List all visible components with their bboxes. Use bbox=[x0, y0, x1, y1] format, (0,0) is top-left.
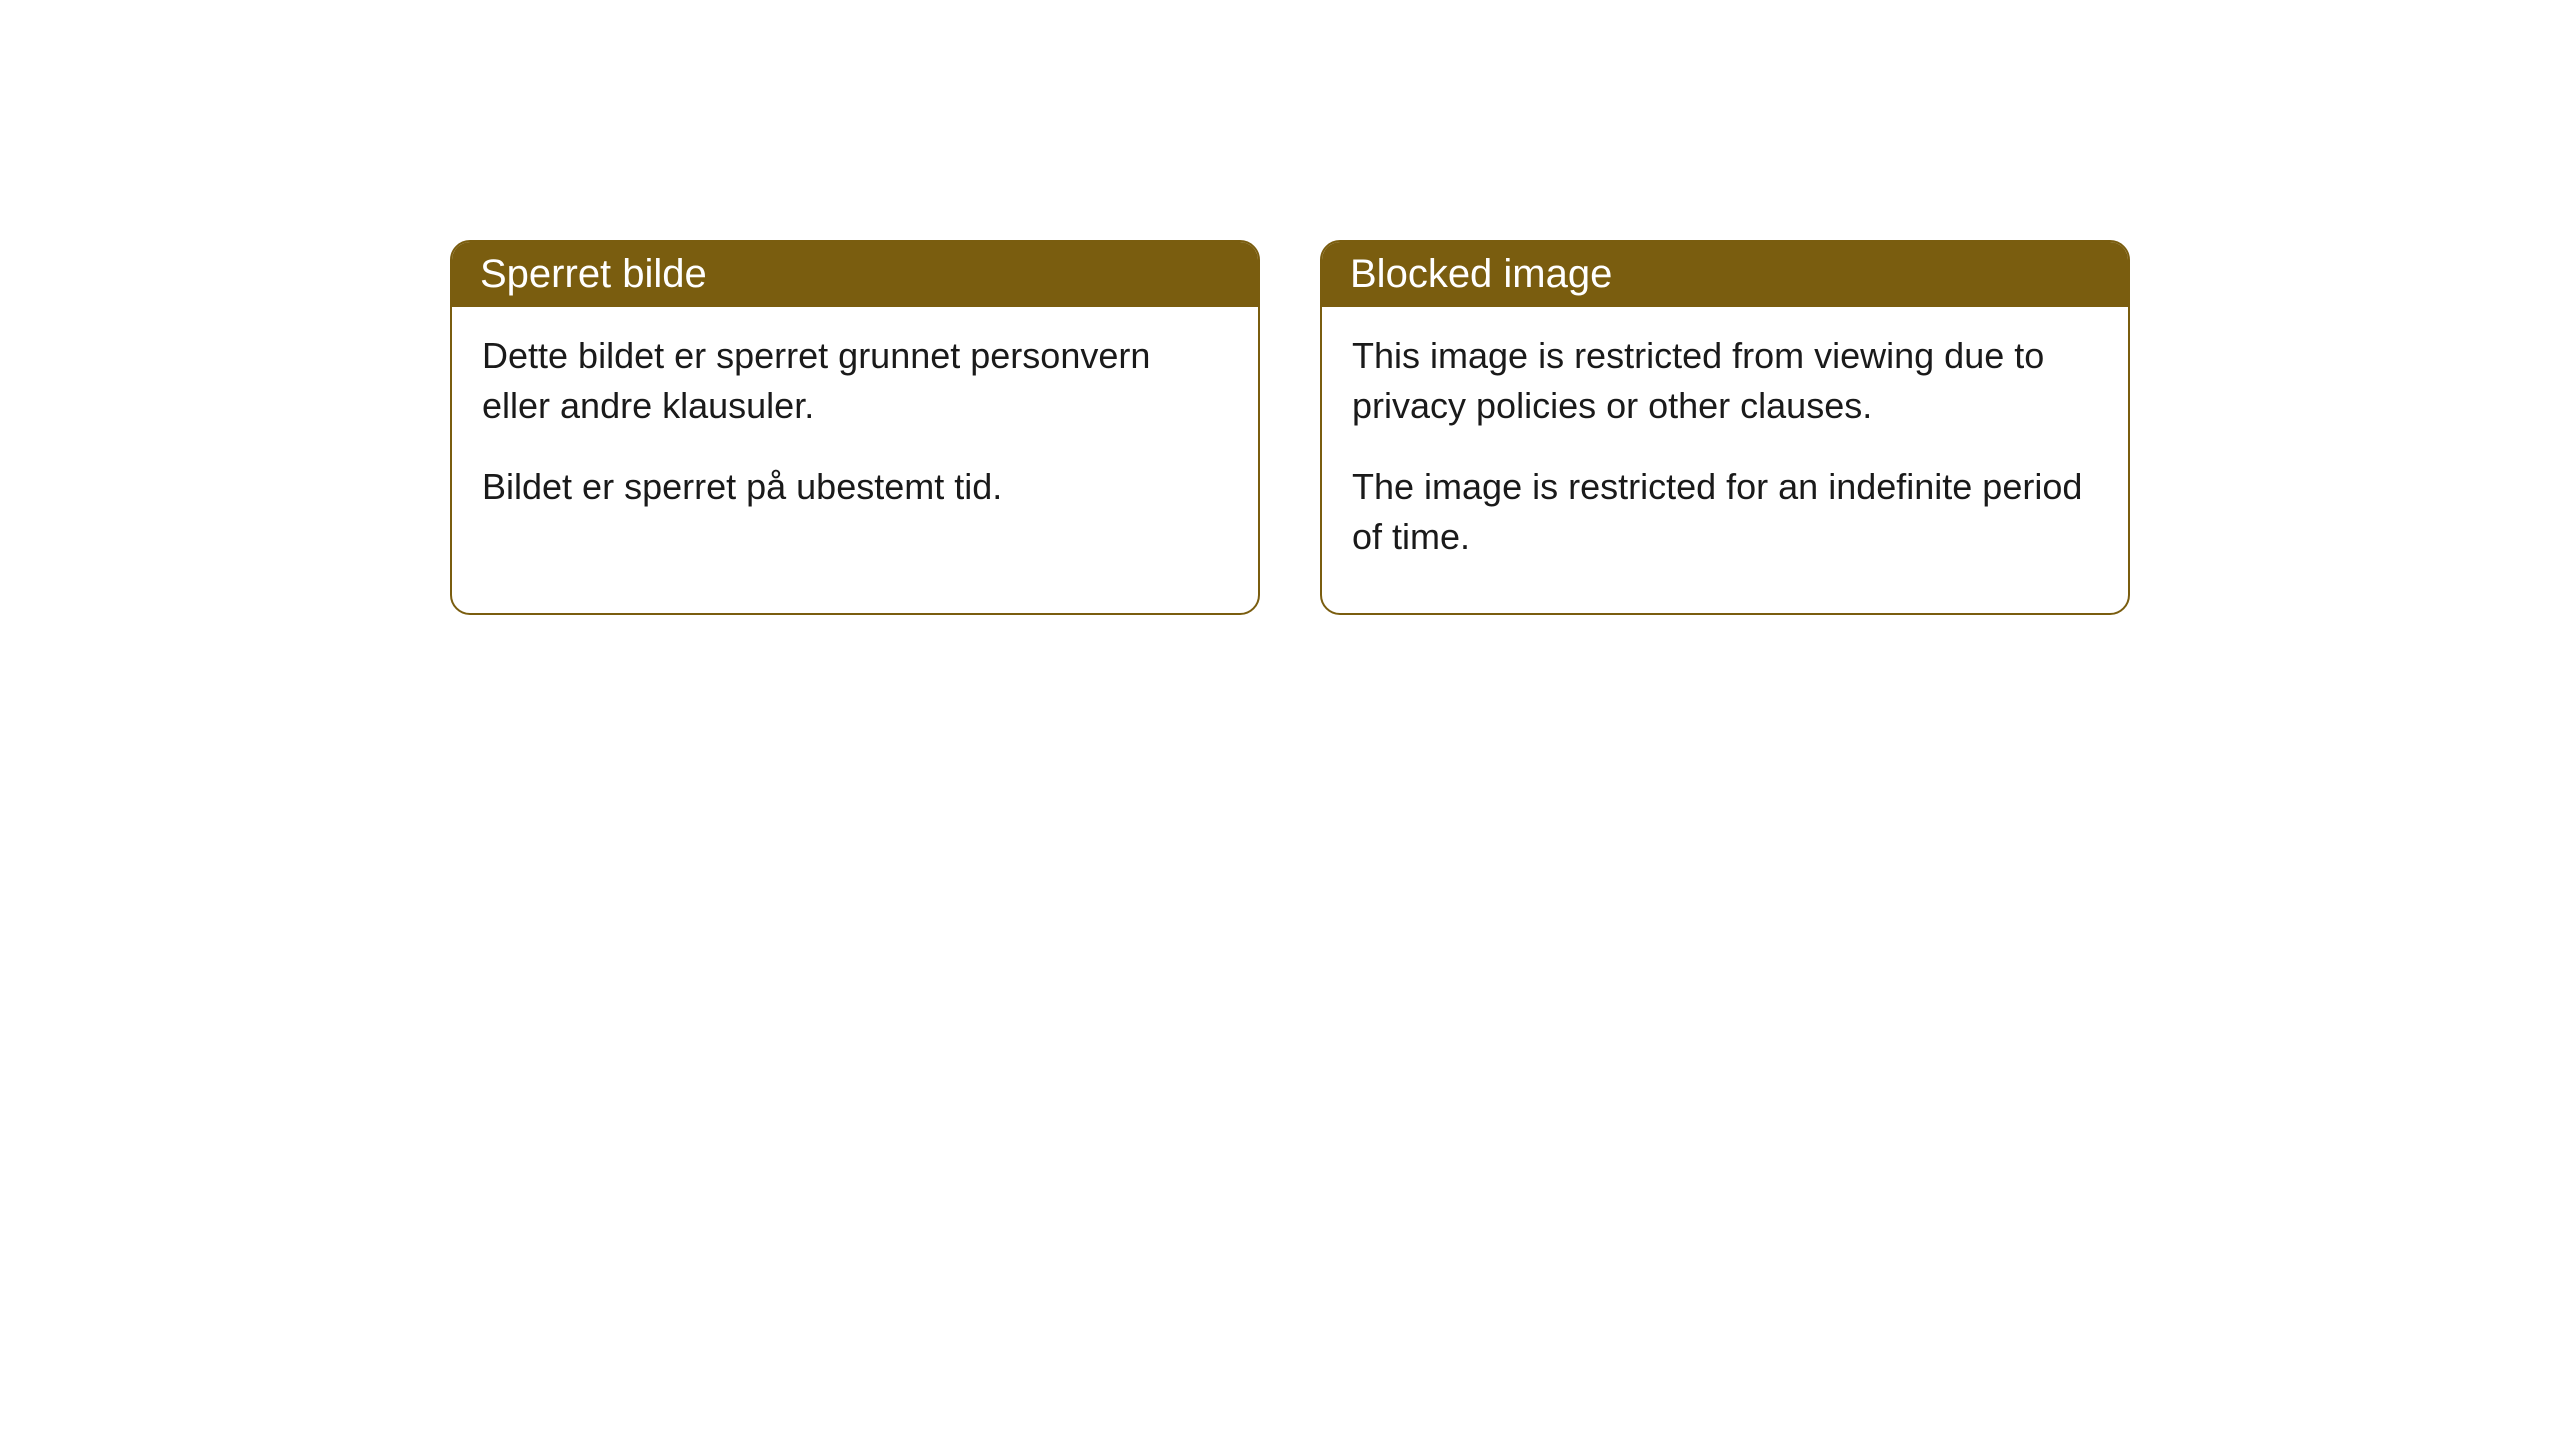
card-header-norwegian: Sperret bilde bbox=[452, 242, 1258, 307]
card-body-norwegian: Dette bildet er sperret grunnet personve… bbox=[452, 307, 1258, 562]
notice-container: Sperret bilde Dette bildet er sperret gr… bbox=[0, 0, 2560, 615]
notice-card-norwegian: Sperret bilde Dette bildet er sperret gr… bbox=[450, 240, 1260, 615]
card-body-english: This image is restricted from viewing du… bbox=[1322, 307, 2128, 613]
notice-text-2: Bildet er sperret på ubestemt tid. bbox=[482, 462, 1228, 512]
notice-text-1: Dette bildet er sperret grunnet personve… bbox=[482, 331, 1228, 432]
card-header-english: Blocked image bbox=[1322, 242, 2128, 307]
notice-text-2: The image is restricted for an indefinit… bbox=[1352, 462, 2098, 563]
notice-text-1: This image is restricted from viewing du… bbox=[1352, 331, 2098, 432]
notice-card-english: Blocked image This image is restricted f… bbox=[1320, 240, 2130, 615]
